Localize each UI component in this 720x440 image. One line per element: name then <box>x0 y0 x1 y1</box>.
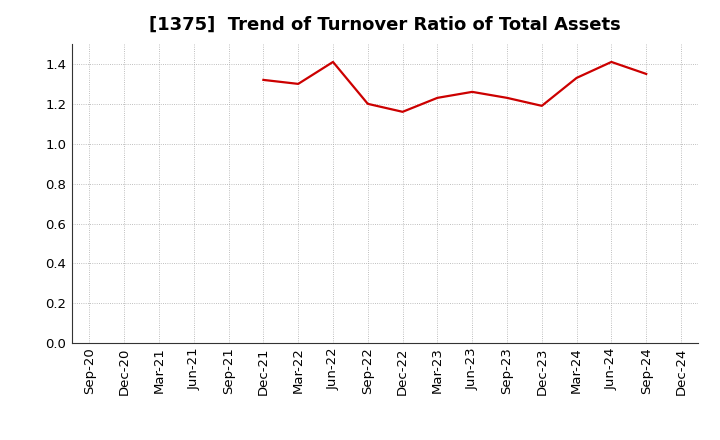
Title: [1375]  Trend of Turnover Ratio of Total Assets: [1375] Trend of Turnover Ratio of Total … <box>149 16 621 34</box>
